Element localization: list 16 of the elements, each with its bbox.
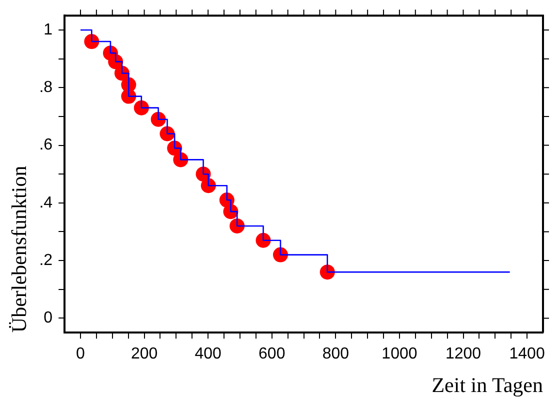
- y-tick-label: .2: [39, 252, 53, 269]
- x-tick-label: 200: [130, 346, 158, 363]
- x-tick-label: 600: [258, 346, 286, 363]
- x-axis-title: Zeit in Tagen: [432, 372, 544, 397]
- x-tick-label: 1000: [382, 346, 418, 363]
- y-tick-label: .6: [39, 136, 53, 154]
- y-tick-label: 1: [44, 21, 53, 38]
- x-tick-label: 1400: [509, 346, 545, 363]
- x-tick-label: 800: [322, 346, 350, 363]
- x-tick-label: 0: [76, 346, 86, 363]
- y-tick-label: .8: [39, 79, 53, 96]
- x-tick-label: 1200: [445, 346, 482, 363]
- y-tick-label: 0: [44, 310, 53, 327]
- y-axis-title: Überlebensfunktion: [7, 165, 32, 333]
- x-tick-label: 400: [194, 346, 222, 363]
- y-tick-label: .4: [39, 194, 53, 212]
